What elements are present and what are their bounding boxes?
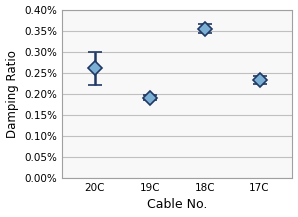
X-axis label: Cable No.: Cable No. (147, 198, 207, 211)
Y-axis label: Damping Ratio: Damping Ratio (6, 50, 18, 138)
